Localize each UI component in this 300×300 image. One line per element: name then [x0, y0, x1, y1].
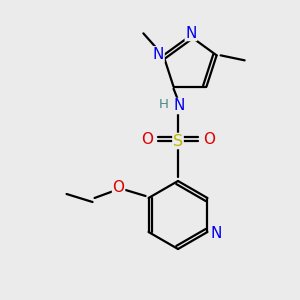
Text: N: N [211, 226, 222, 242]
Text: N: N [153, 47, 164, 62]
Text: H: H [159, 98, 169, 112]
Text: O: O [203, 131, 215, 146]
Text: N: N [185, 26, 197, 40]
Text: N: N [173, 98, 185, 113]
Text: O: O [112, 181, 124, 196]
Text: O: O [141, 131, 153, 146]
Text: S: S [173, 134, 183, 148]
